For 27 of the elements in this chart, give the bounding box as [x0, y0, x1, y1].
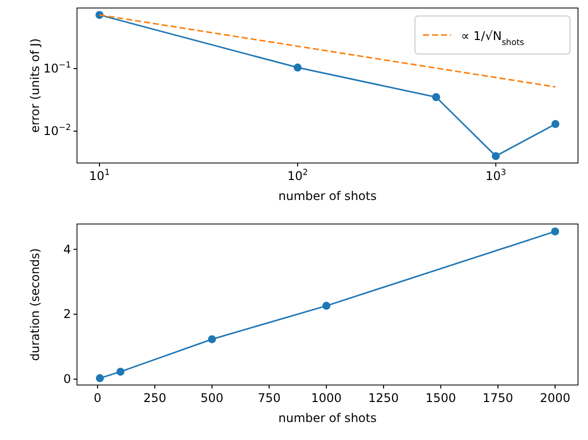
x-tick-label: 1500 — [425, 391, 456, 405]
y-tick-label: 10$^{−1}$ — [43, 60, 71, 76]
legend-label: ∝ 1/√N$_{shots}$ — [461, 29, 524, 47]
point — [208, 335, 216, 344]
y-tick-label: 4 — [63, 242, 71, 256]
x-tick-label: 0 — [94, 391, 102, 405]
y-axis-title: error (units of J) — [28, 38, 42, 133]
x-tick-label: 500 — [200, 391, 224, 405]
x-tick-label: 1250 — [368, 391, 399, 405]
y-tick-label: 0 — [63, 372, 71, 386]
x-axis-title: number of shots — [278, 411, 377, 425]
x-tick-label: 10$^{2}$ — [287, 167, 308, 183]
x-tick-label: 1000 — [311, 391, 342, 405]
x-tick-label: 1750 — [482, 391, 514, 405]
x-tick-label: 2000 — [540, 391, 570, 405]
y-tick-label: 10$^{−2}$ — [43, 122, 71, 138]
x-tick-label: 250 — [143, 391, 166, 405]
x-tick-label: 10$^{1}$ — [89, 167, 110, 183]
x-axis-title: number of shots — [278, 189, 377, 203]
point — [322, 302, 330, 310]
point — [551, 227, 560, 236]
x-tick-label: 10$^{3}$ — [485, 167, 506, 183]
point — [116, 368, 124, 376]
point — [96, 374, 104, 382]
x-tick-label: 750 — [258, 391, 281, 405]
y-tick-label: 2 — [63, 307, 71, 322]
y-axis-title: duration (seconds) — [28, 248, 42, 361]
